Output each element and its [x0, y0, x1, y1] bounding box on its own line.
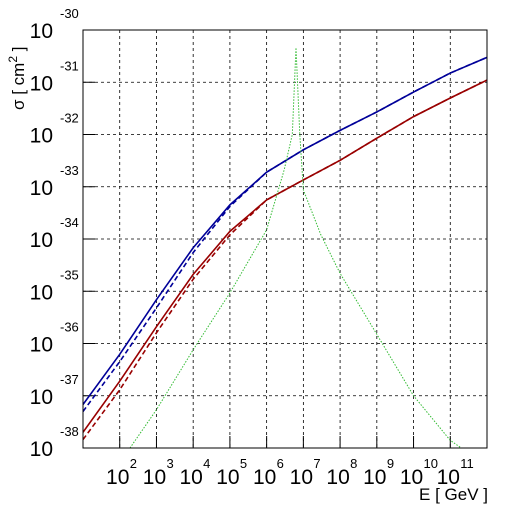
y-tick-exponent: -30: [60, 6, 79, 21]
curve: [83, 79, 487, 441]
y-tick-exponent: -33: [60, 163, 79, 178]
y-tick-label: 10: [30, 72, 53, 95]
y-tick-exponent: -32: [60, 111, 79, 126]
x-tick-label: 10: [253, 466, 276, 489]
plot-frame: [82, 29, 488, 449]
y-tick-label: 10: [30, 20, 53, 43]
y-tick-label: 10: [30, 177, 53, 200]
x-tick-exponent: 7: [313, 456, 320, 471]
y-tick-label: 10: [30, 438, 53, 461]
x-tick-exponent: 10: [424, 456, 438, 471]
x-tick-label: 10: [106, 466, 129, 489]
curve: [129, 47, 462, 448]
x-tick-label: 10: [400, 466, 423, 489]
x-tick-exponent: 11: [460, 456, 474, 471]
y-tick-label: 10: [30, 334, 53, 357]
y-tick-label: 10: [30, 125, 53, 148]
x-tick-exponent: 4: [203, 456, 210, 471]
y-axis-title: σ [ cm2 ]: [6, 47, 28, 110]
x-tick-exponent: 3: [166, 456, 173, 471]
x-tick-exponent: 5: [240, 456, 247, 471]
x-tick-label: 10: [216, 466, 239, 489]
y-tick-exponent: -31: [60, 58, 79, 73]
y-tick-label: 10: [30, 281, 53, 304]
x-tick-label: 10: [363, 466, 386, 489]
y-tick-exponent: -38: [60, 424, 79, 439]
x-tick-label: 10: [290, 466, 313, 489]
x-tick-label: 10: [180, 466, 203, 489]
y-tick-exponent: -37: [60, 372, 79, 387]
y-axis-title-text: σ [ cm: [9, 63, 28, 110]
x-tick-exponent: 6: [277, 456, 284, 471]
y-tick-exponent: -35: [60, 267, 79, 282]
y-tick-label: 10: [30, 229, 53, 252]
y-tick-exponent: -34: [60, 215, 79, 230]
x-tick-label: 10: [437, 466, 460, 489]
x-tick-exponent: 9: [387, 456, 394, 471]
x-tick-label: 10: [143, 466, 166, 489]
x-axis-title: E [ GeV ]: [419, 485, 488, 504]
y-axis-title-sup: 2: [6, 56, 20, 63]
x-tick-exponent: 2: [130, 456, 137, 471]
y-tick-label: 10: [30, 386, 53, 409]
y-tick-exponent: -36: [60, 320, 79, 335]
x-tick-label: 10: [326, 466, 349, 489]
y-axis-title-tail: ]: [9, 47, 28, 56]
curve: [83, 56, 487, 412]
x-tick-exponent: 8: [350, 456, 357, 471]
